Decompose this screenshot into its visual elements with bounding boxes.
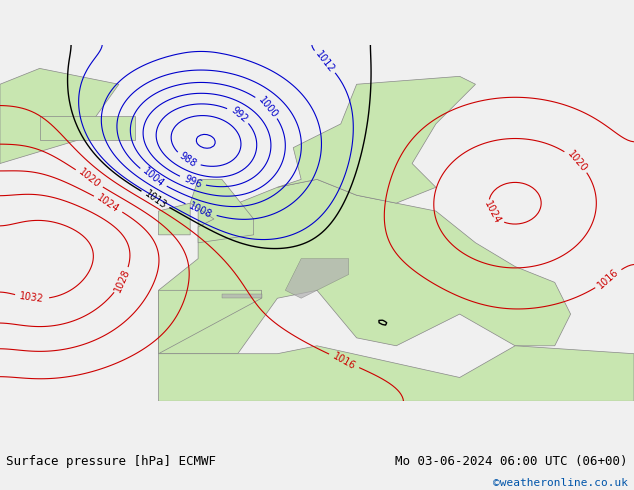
Polygon shape <box>0 69 119 164</box>
Polygon shape <box>39 116 134 140</box>
Text: 996: 996 <box>182 173 203 190</box>
Polygon shape <box>158 346 634 401</box>
Text: 1024: 1024 <box>482 199 502 226</box>
Text: 1000: 1000 <box>256 95 279 120</box>
Polygon shape <box>158 179 571 354</box>
Text: 1012: 1012 <box>313 49 337 74</box>
Text: 988: 988 <box>178 150 198 169</box>
Polygon shape <box>158 290 261 354</box>
Text: ©weatheronline.co.uk: ©weatheronline.co.uk <box>493 478 628 489</box>
Text: 1024: 1024 <box>95 193 121 215</box>
Text: 992: 992 <box>229 105 249 125</box>
Text: 1008: 1008 <box>188 200 214 220</box>
Text: 1028: 1028 <box>113 267 132 294</box>
Polygon shape <box>222 294 261 298</box>
Polygon shape <box>158 203 190 235</box>
Text: Surface pressure [hPa] ECMWF: Surface pressure [hPa] ECMWF <box>6 455 216 468</box>
Polygon shape <box>190 179 254 243</box>
Text: 1016: 1016 <box>331 350 357 371</box>
Text: 1004: 1004 <box>140 166 165 190</box>
Text: 1013: 1013 <box>143 188 168 211</box>
Text: 1016: 1016 <box>596 267 621 291</box>
Text: 1020: 1020 <box>77 167 102 190</box>
Polygon shape <box>278 76 476 203</box>
Polygon shape <box>285 259 349 298</box>
Text: Mo 03-06-2024 06:00 UTC (06+00): Mo 03-06-2024 06:00 UTC (06+00) <box>395 455 628 468</box>
Text: 1020: 1020 <box>565 148 589 174</box>
Text: 1032: 1032 <box>19 292 45 305</box>
